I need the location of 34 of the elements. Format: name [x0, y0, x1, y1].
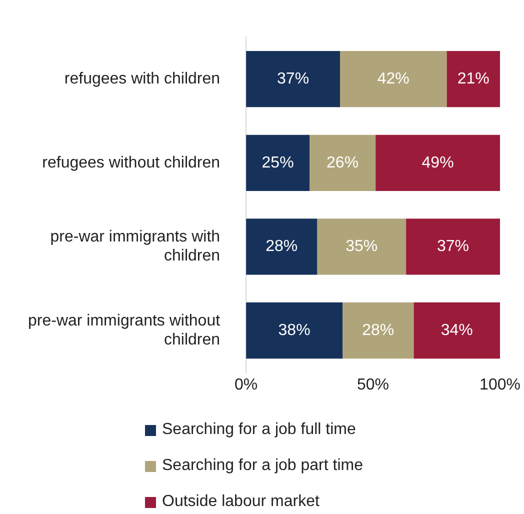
data-label: 42% [377, 70, 410, 88]
legend-label: Searching for a job part time [162, 457, 363, 475]
bar [310, 134, 376, 191]
x-tick-label: 50% [357, 376, 390, 394]
legend-label: Searching for a job full time [162, 421, 356, 439]
x-tick-label: 100% [480, 376, 520, 394]
bar [376, 134, 500, 191]
bar [317, 218, 406, 275]
data-label: 28% [362, 322, 394, 339]
bar [246, 302, 343, 359]
bar [342, 302, 414, 359]
data-label: 37% [277, 70, 310, 88]
y-tick-label: pre-war immigrants with children [50, 228, 220, 265]
y-tick-label: pre-war immigrants without children [28, 312, 221, 349]
legend-label: Outside labour market [162, 493, 320, 511]
bar [340, 51, 447, 108]
y-tick-label: refugees with children [64, 70, 220, 88]
data-label: 38% [278, 322, 310, 339]
data-label: 26% [326, 154, 359, 172]
data-label: 49% [422, 154, 454, 172]
data-label: 35% [346, 238, 378, 256]
bar [246, 134, 310, 191]
bar [246, 51, 340, 108]
bar [406, 218, 500, 275]
bar [446, 51, 500, 108]
data-label: 25% [262, 154, 294, 172]
data-label: 28% [266, 238, 298, 256]
data-label: 37% [437, 238, 470, 256]
bar [414, 302, 500, 359]
data-label: 21% [457, 70, 490, 88]
y-tick-label: refugees without children [42, 154, 220, 172]
x-tick-label: 0% [234, 376, 258, 394]
data-label: 34% [440, 322, 473, 339]
bar [246, 218, 318, 275]
